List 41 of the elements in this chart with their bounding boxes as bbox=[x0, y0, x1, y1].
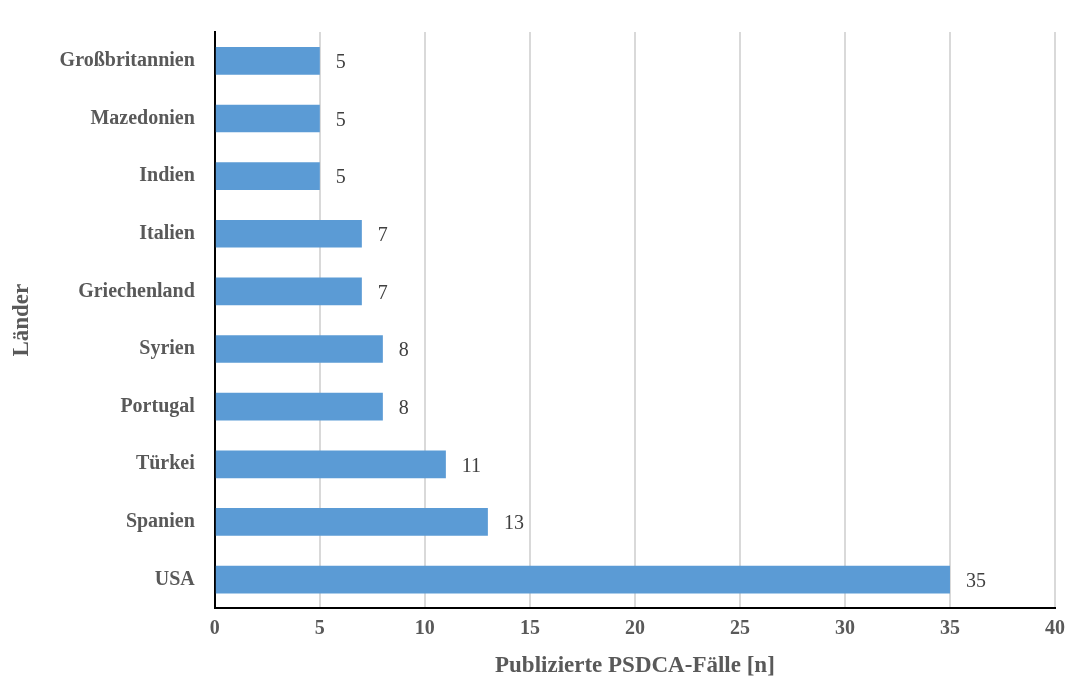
data-label: 35 bbox=[965, 568, 986, 591]
y-tick-label: Spanien bbox=[125, 509, 195, 533]
x-tick-label: 15 bbox=[519, 615, 540, 638]
y-tick-label: Mazedonien bbox=[90, 105, 195, 128]
y-tick-label: Türkei bbox=[135, 451, 196, 474]
y-axis-title: Länder bbox=[7, 283, 33, 357]
bar bbox=[215, 46, 320, 75]
bar bbox=[215, 104, 320, 133]
data-label: 5 bbox=[335, 50, 346, 73]
y-tick-label: USA bbox=[154, 566, 196, 589]
x-tick-label: 30 bbox=[834, 615, 855, 638]
data-label: 7 bbox=[377, 280, 388, 303]
bar bbox=[215, 162, 320, 190]
y-tick-label: Italien bbox=[139, 220, 195, 243]
x-axis-title: Publizierte PSDCA-Fälle [n] bbox=[495, 652, 775, 678]
data-label: 11 bbox=[461, 453, 482, 476]
y-tick-label: Griechenland bbox=[78, 278, 195, 301]
data-label: 5 bbox=[335, 107, 346, 130]
x-tick-label: 0 bbox=[209, 615, 220, 638]
y-tick-label: Indien bbox=[139, 163, 195, 186]
data-label: 7 bbox=[377, 222, 388, 245]
y-tick-label: Syrien bbox=[139, 336, 195, 360]
x-tick-label: 40 bbox=[1045, 615, 1065, 638]
data-label: 5 bbox=[335, 165, 346, 188]
x-tick-label: 35 bbox=[939, 615, 960, 638]
y-tick-label: Großbritannien bbox=[59, 47, 195, 70]
data-label: 13 bbox=[503, 511, 524, 534]
bar bbox=[215, 450, 446, 479]
x-tick-label: 20 bbox=[624, 615, 645, 638]
bar bbox=[215, 508, 488, 536]
bar bbox=[215, 277, 362, 306]
bar bbox=[215, 219, 362, 248]
bar bbox=[215, 565, 950, 594]
data-label: 8 bbox=[398, 395, 409, 418]
x-tick-label: 25 bbox=[729, 615, 750, 638]
bar bbox=[215, 335, 383, 363]
x-tick-label: 10 bbox=[414, 615, 435, 638]
y-tick-label: Portugal bbox=[120, 393, 196, 417]
data-label: 8 bbox=[398, 338, 409, 361]
x-tick-label: 5 bbox=[314, 615, 325, 638]
bar bbox=[215, 392, 383, 421]
